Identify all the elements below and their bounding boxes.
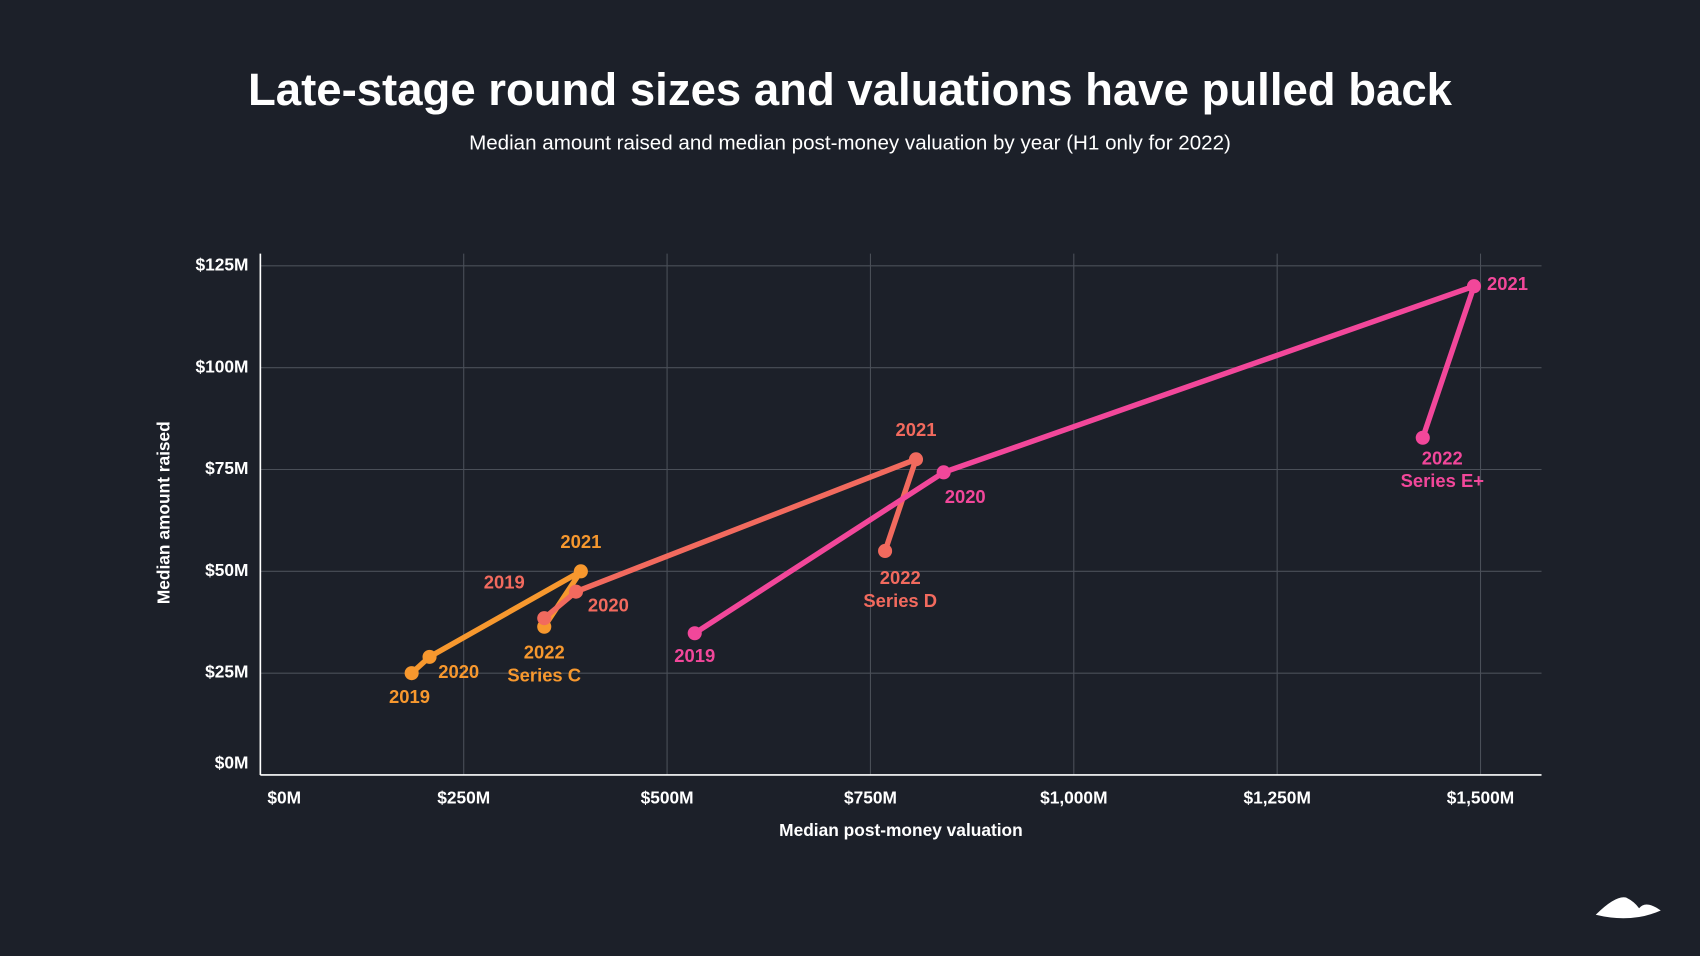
- logo-shape: [1595, 897, 1661, 919]
- data-point: [537, 611, 552, 626]
- data-point: [908, 452, 924, 467]
- data-point: [573, 564, 588, 579]
- point-label: 2021: [896, 419, 937, 440]
- point-label: 2020: [438, 661, 479, 682]
- data-point: [687, 626, 702, 641]
- series-label: Series C: [507, 664, 581, 685]
- y-tick-label: $25M: [205, 662, 248, 682]
- point-label: 2020: [945, 486, 986, 507]
- point-label: 2021: [1487, 273, 1528, 294]
- y-tick-label: $75M: [205, 458, 248, 478]
- y-tick-label: $125M: [195, 254, 248, 274]
- point-label: 2021: [560, 531, 601, 552]
- series-line: [541, 456, 919, 621]
- x-tick-label: $250M: [437, 787, 490, 807]
- x-tick-label: $500M: [641, 787, 694, 807]
- y-tick-label: $0M: [215, 753, 249, 773]
- series-label: Series D: [863, 590, 937, 611]
- series-line: [408, 568, 584, 676]
- point-label: 2019: [484, 571, 525, 592]
- chart-subtitle: Median amount raised and median post-mon…: [469, 132, 1231, 155]
- logo: [1595, 897, 1661, 919]
- data-point: [1466, 279, 1482, 294]
- x-tick-label: $1,000M: [1040, 787, 1107, 807]
- data-point: [878, 543, 893, 559]
- point-label: 2022: [1422, 447, 1463, 468]
- x-tick-label: $1,500M: [1447, 787, 1514, 807]
- x-tick-label: $1,250M: [1243, 787, 1310, 807]
- point-label: 2019: [674, 645, 715, 666]
- point-label: 2019: [389, 686, 430, 707]
- data-point: [1415, 430, 1430, 445]
- data-point: [404, 666, 419, 681]
- series-label: Series E+: [1401, 470, 1484, 491]
- point-label: 2020: [588, 595, 629, 616]
- data-point: [422, 649, 437, 664]
- series-line: [692, 283, 1477, 636]
- y-tick-label: $50M: [205, 560, 248, 580]
- x-tick-label: $0M: [267, 787, 301, 807]
- data-point: [568, 584, 584, 599]
- y-axis-title: Median amount raised: [154, 421, 174, 604]
- point-label: 2022: [524, 642, 565, 663]
- chart-title: Late-stage round sizes and valuations ha…: [248, 64, 1453, 115]
- point-label: 2022: [880, 567, 921, 588]
- y-tick-label: $100M: [195, 356, 248, 376]
- data-point: [936, 465, 951, 480]
- x-axis-title: Median post-money valuation: [779, 820, 1023, 840]
- x-tick-label: $750M: [844, 787, 897, 807]
